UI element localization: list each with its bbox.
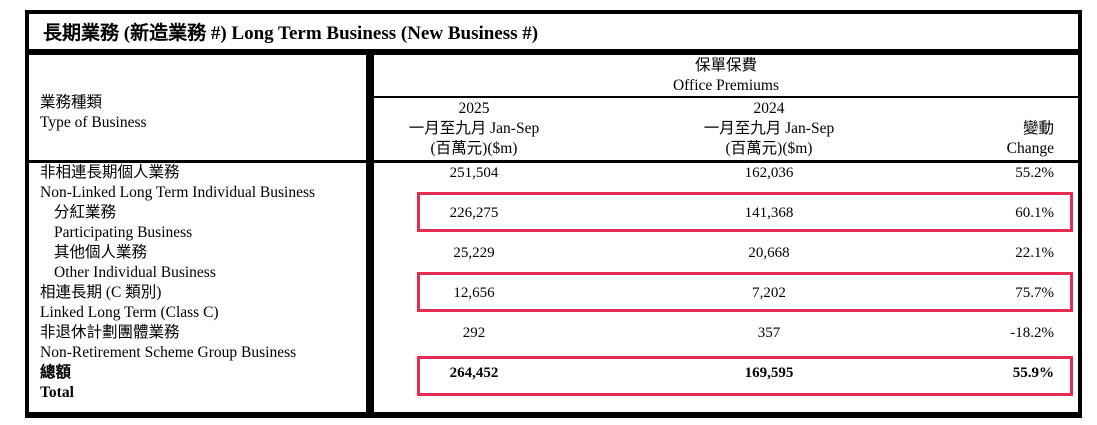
year-2024-label: 2024 [753,100,785,117]
data-rows: 251,504 162,036 55.2% 226,275 141,368 60… [374,163,1078,403]
value-change: 55.2% [1015,165,1054,181]
period-2024-label: 一月至九月 Jan-Sep [703,120,835,137]
value-2024: 141,368 [744,205,794,221]
office-premiums-label-zh: 保單保費 [694,57,757,74]
column-headers: 2025 一月至九月 Jan-Sep (百萬元)($m) 2024 一月至九月 … [374,98,1078,163]
table-row: 12,656 7,202 75.7% [374,283,1078,323]
row-label-zh: 分紅業務 [54,204,117,221]
value-change: 55.9% [1012,365,1054,381]
change-label-en: Change [1006,140,1054,157]
value-2025: 251,504 [449,165,499,181]
table-row-label: 分紅業務 Participating Business [40,203,366,243]
row-label-en: Non-Retirement Scheme Group Business [40,344,297,361]
row-label-zh: 總額 [40,364,72,381]
table-row-label: 非相連長期個人業務 Non-Linked Long Term Individua… [40,163,366,203]
column-header-2024: 2024 一月至九月 Jan-Sep (百萬元)($m) [574,99,964,160]
table-row-label: 非退休計劃團體業務 Non-Retirement Scheme Group Bu… [40,323,366,363]
value-2025: 12,656 [453,285,495,301]
type-of-business-header: 業務種類 Type of Business [29,55,366,163]
row-label-zh: 其他個人業務 [54,244,148,261]
row-label-en: Other Individual Business [54,264,216,281]
table-row-label: 其他個人業務 Other Individual Business [40,243,366,283]
row-label-zh: 非相連長期個人業務 [40,164,180,181]
table-title-bar: 長期業務 (新造業務 #) Long Term Business (New Bu… [25,10,1082,55]
type-rows: 非相連長期個人業務 Non-Linked Long Term Individua… [29,163,366,403]
table-row-total: 264,452 169,595 55.9% [374,363,1078,403]
table-row: 226,275 141,368 60.1% [374,203,1078,243]
table-row-label-total: 總額 Total [40,363,366,403]
value-2024: 20,668 [748,245,790,261]
value-2025: 264,452 [449,365,499,381]
row-label-zh: 相連長期 (C 類別) [40,284,162,301]
row-label-en: Total [40,384,74,401]
value-2024: 357 [757,325,781,341]
value-change: 22.1% [1015,245,1054,261]
change-label-zh: 變動 [1022,120,1054,137]
table-row-label: 相連長期 (C 類別) Linked Long Term (Class C) [40,283,366,323]
column-header-2025: 2025 一月至九月 Jan-Sep (百萬元)($m) [374,99,574,160]
table-row: 25,229 20,668 22.1% [374,243,1078,283]
table-title: 長期業務 (新造業務 #) Long Term Business (New Bu… [43,23,539,44]
value-2025: 25,229 [453,245,495,261]
value-2024: 7,202 [752,285,786,301]
table-row: 251,504 162,036 55.2% [374,163,1078,203]
type-of-business-label-zh: 業務種類 [40,94,103,111]
value-change: -18.2% [1010,325,1054,341]
value-2024: 162,036 [744,165,794,181]
value-2024: 169,595 [744,365,794,381]
row-label-en: Linked Long Term (Class C) [40,304,219,321]
year-2025-label: 2025 [458,100,490,117]
value-change: 60.1% [1015,205,1054,221]
row-label-en: Non-Linked Long Term Individual Business [40,184,316,201]
row-label-en: Participating Business [54,224,193,241]
row-label-zh: 非退休計劃團體業務 [40,324,180,341]
value-change: 75.7% [1015,285,1054,301]
value-2025: 226,275 [449,205,499,221]
type-of-business-label-en: Type of Business [40,114,147,131]
unit-2025-label: (百萬元)($m) [430,140,518,157]
table-row: 292 357 -18.2% [374,323,1078,363]
column-header-change: 變動 Change [964,99,1078,160]
office-premiums-label-en: Office Premiums [672,77,780,94]
value-2025: 292 [462,325,486,341]
office-premiums-header: 保單保費 Office Premiums [374,55,1078,98]
unit-2024-label: (百萬元)($m) [725,140,813,157]
type-of-business-pane: 業務種類 Type of Business 非相連長期個人業務 Non-Link… [25,55,370,418]
period-2025-label: 一月至九月 Jan-Sep [408,120,540,137]
office-premiums-pane: 保單保費 Office Premiums 2025 一月至九月 Jan-Sep … [370,55,1082,418]
